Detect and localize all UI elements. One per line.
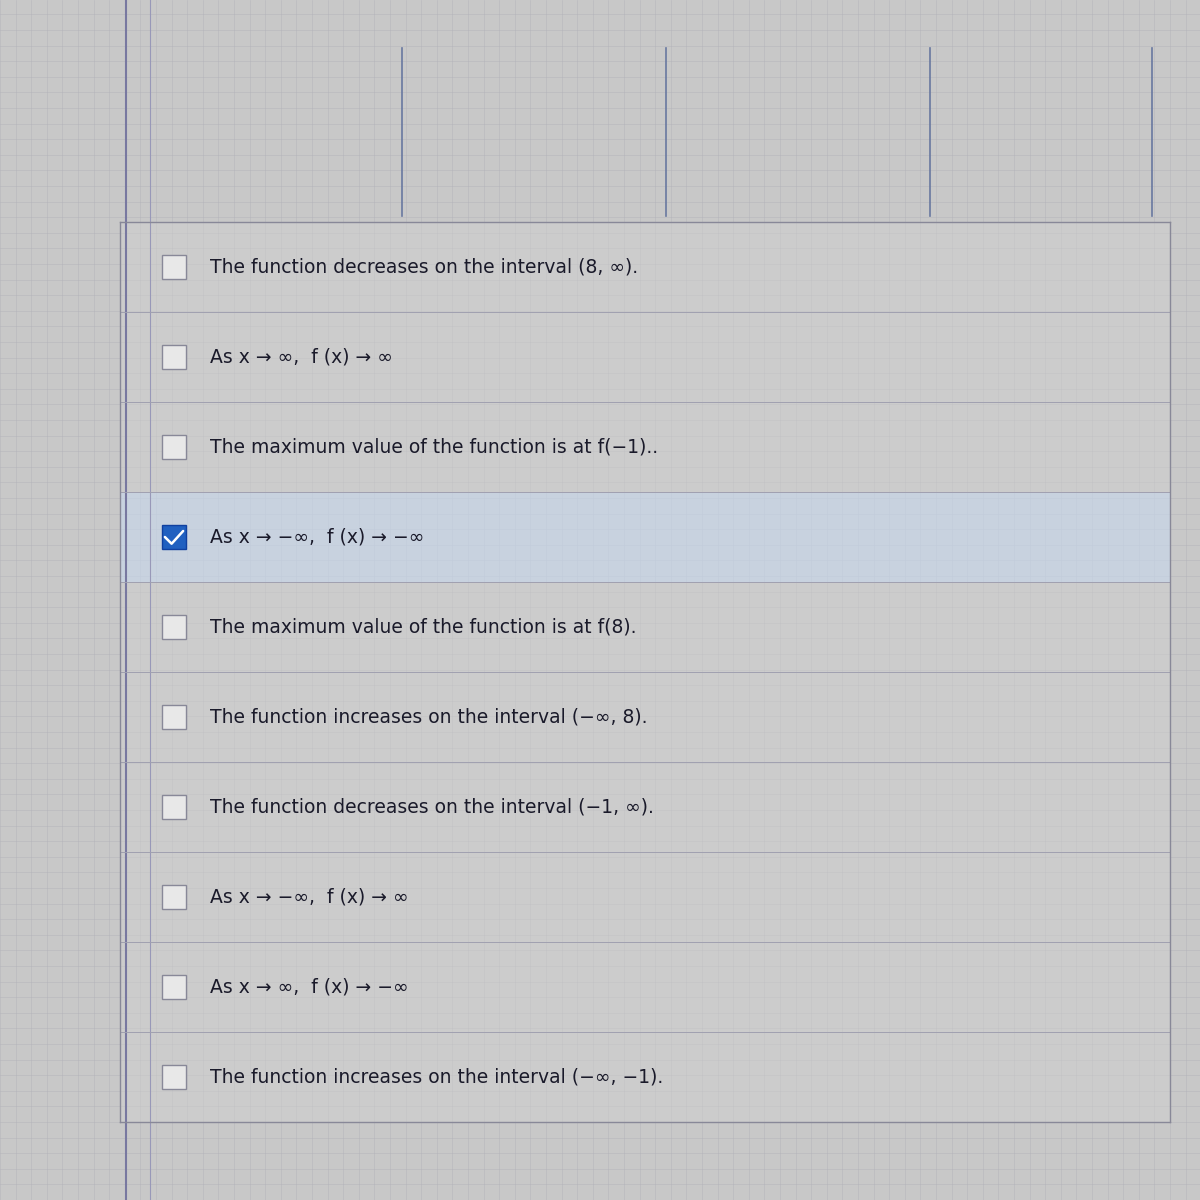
Text: The function increases on the interval (−∞, −1).: The function increases on the interval (… — [210, 1068, 664, 1086]
Bar — [120, 222, 1170, 312]
Bar — [162, 346, 186, 370]
Bar — [120, 942, 1170, 1032]
Bar — [120, 402, 1170, 492]
Bar — [162, 706, 186, 730]
Bar — [120, 852, 1170, 942]
Text: The function decreases on the interval (−1, ∞).: The function decreases on the interval (… — [210, 798, 654, 816]
Bar — [120, 672, 1170, 762]
Bar — [162, 1066, 186, 1090]
Bar — [162, 526, 186, 550]
Text: The maximum value of the function is at f(8).: The maximum value of the function is at … — [210, 618, 636, 636]
Bar — [120, 1032, 1170, 1122]
Text: The function decreases on the interval (8, ∞).: The function decreases on the interval (… — [210, 258, 638, 276]
Text: As x → −∞,  f (x) → ∞: As x → −∞, f (x) → ∞ — [210, 888, 409, 906]
Bar — [162, 254, 186, 278]
Text: As x → ∞,  f (x) → −∞: As x → ∞, f (x) → −∞ — [210, 978, 409, 996]
Bar — [162, 794, 186, 818]
Bar — [120, 312, 1170, 402]
Bar — [120, 582, 1170, 672]
Text: The function increases on the interval (−∞, 8).: The function increases on the interval (… — [210, 708, 648, 726]
Text: The maximum value of the function is at f(−1)..: The maximum value of the function is at … — [210, 438, 658, 456]
Bar — [162, 616, 186, 640]
Bar — [120, 492, 1170, 582]
Bar — [120, 762, 1170, 852]
Bar — [162, 436, 186, 460]
Text: As x → ∞,  f (x) → ∞: As x → ∞, f (x) → ∞ — [210, 348, 392, 366]
Text: As x → −∞,  f (x) → −∞: As x → −∞, f (x) → −∞ — [210, 528, 425, 546]
Bar — [162, 886, 186, 910]
Bar — [162, 974, 186, 998]
